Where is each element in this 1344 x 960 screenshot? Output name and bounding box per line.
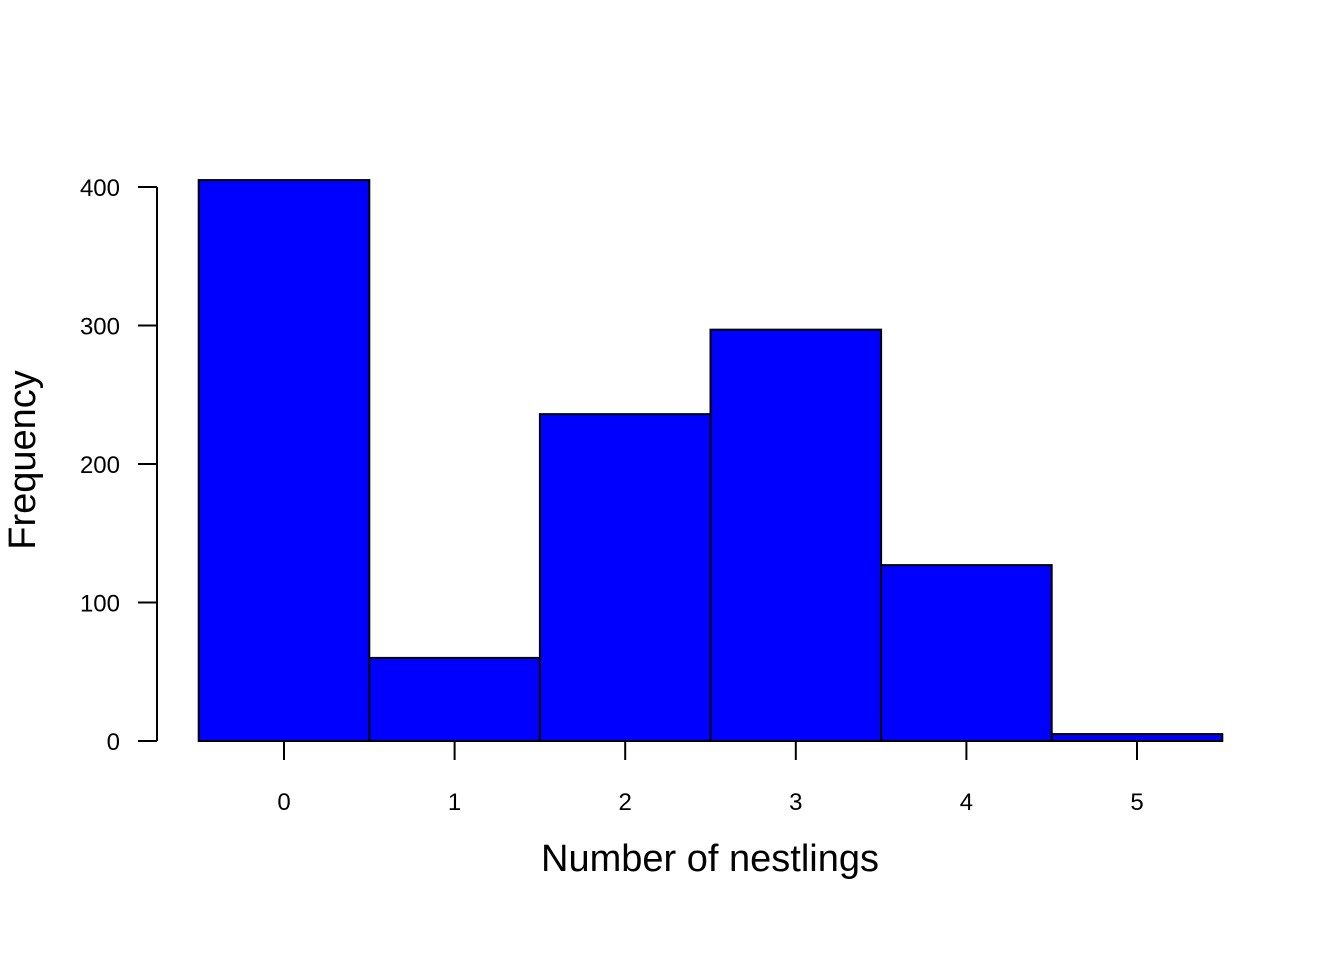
y-tick-label-0: 0 <box>107 729 120 756</box>
bar-0 <box>197 179 371 742</box>
y-axis-title: Frequency <box>2 370 44 550</box>
x-tick-label-5: 5 <box>1130 789 1143 816</box>
x-axis-title: Number of nestlings <box>541 838 879 880</box>
x-tick-label-2: 2 <box>619 789 632 816</box>
bar-3 <box>709 328 883 742</box>
x-tick-label-1: 1 <box>448 789 461 816</box>
x-axis: 0 1 2 3 4 5 <box>277 740 1144 816</box>
bar-4 <box>880 564 1053 742</box>
x-tick-label-3: 3 <box>789 789 802 816</box>
bar-1 <box>368 656 541 743</box>
bars-group <box>197 179 1224 743</box>
y-tick-label-300: 300 <box>80 314 120 341</box>
y-tick-label-200: 200 <box>80 452 120 479</box>
x-tick-label-0: 0 <box>277 789 290 816</box>
y-tick-label-100: 100 <box>80 591 120 618</box>
y-axis: 0 100 200 300 400 <box>80 175 158 756</box>
bar-5 <box>1050 733 1224 743</box>
bar-2 <box>538 413 712 742</box>
y-tick-label-400: 400 <box>80 175 120 202</box>
x-tick-label-4: 4 <box>960 789 973 816</box>
